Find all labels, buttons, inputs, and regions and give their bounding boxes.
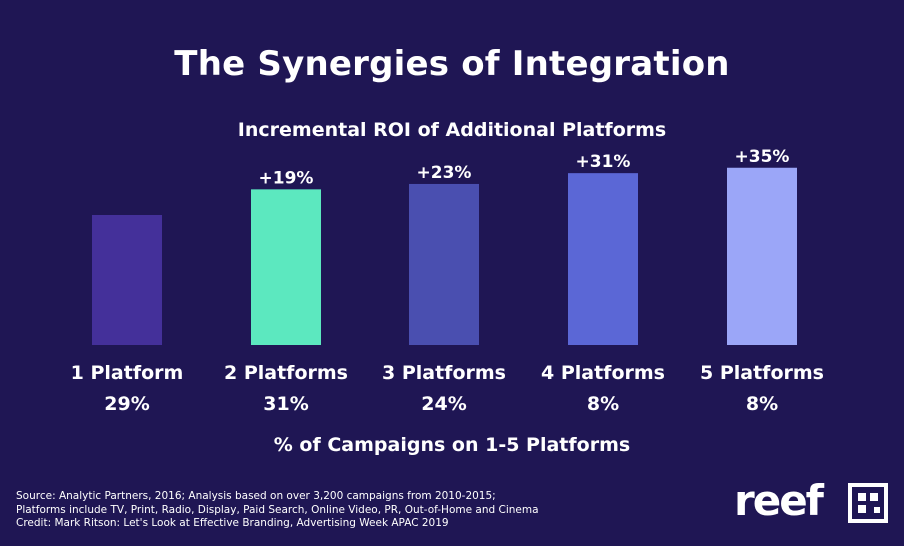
chart-subtitle: Incremental ROI of Additional Platforms [237, 119, 667, 141]
bar-data-label: +19% [259, 168, 314, 188]
bar [727, 167, 797, 345]
x-axis-label: % of Campaigns on 1-5 Platforms [273, 434, 631, 456]
chart-title: The Synergies of Integration [174, 44, 730, 84]
logo-mark-icon [848, 483, 888, 523]
x-tick-label: 4 Platforms [541, 362, 665, 384]
bar-data-label: +23% [417, 163, 472, 183]
campaign-share-label: 31% [263, 393, 308, 415]
x-tick-label: 5 Platforms [700, 362, 824, 384]
source-line: Platforms include TV, Print, Radio, Disp… [16, 503, 539, 516]
x-tick-label: 1 Platform [71, 362, 184, 384]
x-tick-label: 3 Platforms [382, 362, 506, 384]
source-line: Source: Analytic Partners, 2016; Analysi… [16, 490, 496, 502]
bar [251, 189, 321, 345]
bar [568, 173, 638, 345]
reef-logo: reef [734, 476, 892, 528]
bar [409, 183, 479, 345]
x-tick-label: 2 Platforms [224, 362, 348, 384]
source-line: Credit: Mark Ritson: Let's Look at Effec… [16, 517, 449, 529]
source-note: Source: Analytic Partners, 2016; Analysi… [16, 490, 539, 531]
bar-data-label: +35% [735, 147, 790, 167]
campaign-share-label: 29% [104, 393, 149, 415]
bar [92, 215, 162, 345]
logo-wordmark: reef [734, 476, 824, 525]
campaign-share-label: 8% [746, 393, 778, 415]
bar-data-label: +31% [576, 152, 631, 172]
campaign-share-label: 24% [421, 393, 466, 415]
campaign-share-label: 8% [587, 393, 619, 415]
